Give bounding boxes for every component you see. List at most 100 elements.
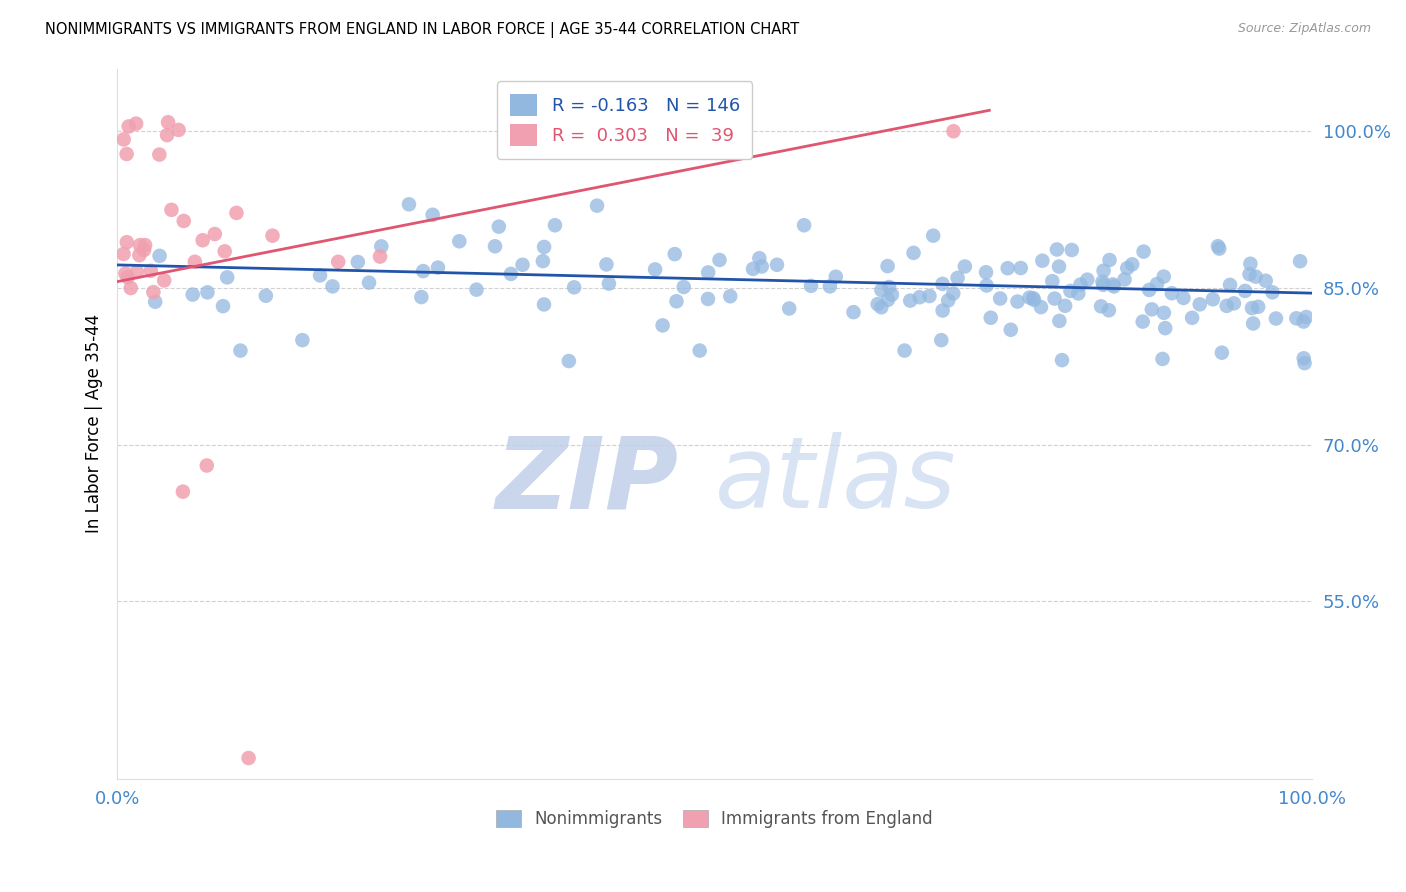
- Legend: Nonimmigrants, Immigrants from England: Nonimmigrants, Immigrants from England: [489, 803, 939, 835]
- Point: [1098, 252, 1121, 267]
- Point: [346, 255, 368, 269]
- Point: [1114, 272, 1136, 286]
- Point: [214, 244, 236, 259]
- Point: [1022, 293, 1045, 307]
- Point: [488, 219, 510, 234]
- Point: [225, 206, 247, 220]
- Point: [1040, 274, 1063, 288]
- Point: [1208, 242, 1230, 256]
- Point: [793, 218, 815, 232]
- Point: [1046, 243, 1069, 257]
- Point: [533, 240, 555, 254]
- Point: [953, 260, 976, 274]
- Point: [742, 261, 765, 276]
- Point: [191, 233, 214, 247]
- Point: [499, 267, 522, 281]
- Point: [148, 147, 170, 161]
- Text: ZIP: ZIP: [496, 432, 679, 529]
- Point: [751, 260, 773, 274]
- Point: [893, 343, 915, 358]
- Point: [1152, 351, 1174, 366]
- Point: [1043, 292, 1066, 306]
- Point: [942, 124, 965, 138]
- Y-axis label: In Labor Force | Age 35-44: In Labor Force | Age 35-44: [86, 314, 103, 533]
- Point: [217, 270, 239, 285]
- Point: [129, 238, 152, 252]
- Point: [197, 285, 219, 300]
- Point: [709, 252, 731, 267]
- Point: [1294, 356, 1316, 370]
- Text: NONIMMIGRANTS VS IMMIGRANTS FROM ENGLAND IN LABOR FORCE | AGE 35-44 CORRELATION : NONIMMIGRANTS VS IMMIGRANTS FROM ENGLAND…: [45, 22, 799, 38]
- Point: [368, 250, 391, 264]
- Point: [1091, 275, 1114, 289]
- Point: [824, 269, 846, 284]
- Point: [644, 262, 666, 277]
- Point: [1292, 351, 1315, 366]
- Point: [651, 318, 673, 333]
- Point: [1173, 291, 1195, 305]
- Point: [870, 300, 893, 314]
- Point: [128, 248, 150, 262]
- Point: [114, 267, 136, 281]
- Point: [143, 294, 166, 309]
- Point: [748, 251, 770, 265]
- Point: [1244, 269, 1267, 284]
- Point: [903, 245, 925, 260]
- Point: [262, 228, 284, 243]
- Point: [1239, 267, 1261, 281]
- Point: [115, 147, 138, 161]
- Point: [1059, 284, 1081, 298]
- Point: [112, 247, 135, 261]
- Point: [204, 227, 226, 241]
- Point: [877, 293, 900, 307]
- Point: [1240, 301, 1263, 315]
- Point: [118, 120, 141, 134]
- Point: [125, 117, 148, 131]
- Point: [562, 280, 585, 294]
- Point: [1254, 274, 1277, 288]
- Point: [117, 270, 139, 285]
- Point: [238, 751, 260, 765]
- Point: [976, 278, 998, 293]
- Point: [988, 292, 1011, 306]
- Point: [465, 283, 488, 297]
- Point: [1285, 311, 1308, 326]
- Point: [173, 214, 195, 228]
- Point: [718, 289, 741, 303]
- Point: [1264, 311, 1286, 326]
- Point: [1146, 277, 1168, 291]
- Point: [877, 280, 900, 294]
- Point: [328, 254, 350, 268]
- Point: [980, 310, 1002, 325]
- Point: [156, 128, 179, 142]
- Point: [484, 239, 506, 253]
- Point: [931, 277, 953, 291]
- Point: [586, 199, 609, 213]
- Point: [1132, 315, 1154, 329]
- Point: [1007, 294, 1029, 309]
- Point: [1022, 291, 1045, 305]
- Point: [184, 254, 207, 268]
- Point: [134, 238, 156, 252]
- Point: [931, 303, 953, 318]
- Point: [936, 293, 959, 308]
- Point: [1188, 297, 1211, 311]
- Point: [558, 354, 581, 368]
- Point: [1076, 272, 1098, 286]
- Point: [974, 265, 997, 279]
- Point: [1092, 263, 1115, 277]
- Point: [149, 249, 172, 263]
- Point: [398, 197, 420, 211]
- Point: [531, 254, 554, 268]
- Point: [412, 264, 434, 278]
- Point: [922, 228, 945, 243]
- Point: [1289, 254, 1312, 268]
- Point: [689, 343, 711, 358]
- Point: [595, 257, 617, 271]
- Point: [139, 264, 162, 278]
- Point: [672, 280, 695, 294]
- Point: [866, 297, 889, 311]
- Point: [697, 265, 720, 279]
- Point: [929, 333, 952, 347]
- Point: [842, 305, 865, 319]
